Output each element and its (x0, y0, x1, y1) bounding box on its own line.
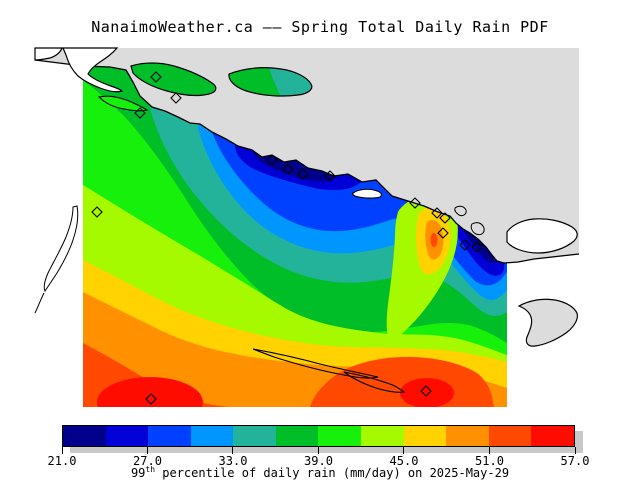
colorbar-segment-10 (488, 426, 532, 446)
colorbar-tick (232, 447, 234, 454)
colorbar-tick (318, 447, 319, 454)
caption-text: percentile of daily rain (mm/day) on 202… (155, 466, 510, 480)
water-strait-of-georgia (35, 48, 579, 263)
parksville-lagoon (352, 188, 382, 199)
colorbar-segment-5 (275, 426, 319, 446)
colorbar-ticks (61, 447, 576, 455)
caption-superscript: th (145, 465, 156, 474)
lasqueti-island (506, 218, 578, 254)
colorbar-segment-11 (531, 426, 574, 446)
colorbar-tick-label: 57.0 (560, 454, 590, 468)
station-marker-diamond (437, 227, 449, 239)
colorbar-segment-7 (361, 426, 404, 446)
coastal-spit (97, 95, 149, 112)
colorbar-tick (489, 447, 490, 454)
colorbar-tick (61, 447, 63, 454)
colorbar-segment-3 (190, 426, 234, 446)
station-marker-diamond (150, 71, 162, 83)
colorbar-segment-2 (148, 426, 191, 446)
denman-island (130, 62, 217, 97)
protection-island-outline (470, 222, 485, 236)
inland-lake-outline (43, 205, 79, 292)
gabriola-island-outline (252, 348, 379, 379)
valdes-island-outline (343, 371, 406, 393)
colorbar-tick-label: 45.0 (389, 454, 419, 468)
plot-title: NanaimoWeather.ca —— Spring Total Daily … (91, 18, 549, 36)
hornby-island-teal-zone (269, 68, 312, 96)
colorbar-caption: 99th percentile of daily rain (mm/day) o… (0, 466, 640, 480)
colorbar (62, 425, 575, 447)
caption-value: 99 (130, 466, 146, 480)
station-marker-diamond (91, 206, 103, 218)
station-marker-diamond (324, 170, 336, 182)
colorbar-tick-label: 27.0 (133, 454, 162, 468)
colorbar-tick-label: 21.0 (47, 454, 77, 468)
colorbar-segment-8 (403, 426, 447, 446)
station-marker-diamond (297, 168, 309, 180)
colorbar-tick-labels: 21.0 27.0 33.0 39.0 45.0 51.0 57.0 (48, 454, 590, 468)
colorbar-segment-0 (63, 426, 106, 446)
land-top-left-corner (34, 47, 63, 61)
nanaimo-hotspot-core (430, 233, 438, 247)
newcastle-island-outline (454, 205, 467, 217)
colorbar-tick (403, 447, 405, 454)
gulf-islands-channel (517, 298, 579, 347)
colorbar-tick-label: 33.0 (218, 454, 248, 468)
comox-peninsula (62, 47, 124, 93)
river-line (34, 292, 45, 314)
colorbar-tick (146, 447, 148, 454)
station-markers (91, 71, 483, 405)
station-marker-diamond (134, 107, 146, 119)
colorbar-tick-label: 39.0 (304, 454, 333, 468)
station-marker-diamond (282, 163, 294, 175)
station-marker-diamond (266, 154, 278, 166)
colorbar-segment-4 (233, 426, 276, 446)
station-marker-diamond (170, 92, 182, 104)
contour-band-54-57-southwest (97, 377, 203, 407)
station-marker-diamond (145, 393, 157, 405)
colorbar-segment-6 (318, 426, 362, 446)
colorbar-tick-label: 51.0 (475, 454, 504, 468)
colorbar-segment-9 (446, 426, 489, 446)
colorbar-tick (574, 447, 576, 454)
station-marker-diamond (409, 197, 421, 209)
station-marker-diamond (439, 212, 451, 224)
station-marker-diamond (420, 385, 432, 397)
station-marker-diamond (471, 241, 483, 253)
colorbar-segment-1 (105, 426, 149, 446)
contour-band-54-57-southeast (400, 378, 454, 407)
hornby-island-outline (228, 67, 313, 97)
station-marker-diamond (431, 207, 443, 219)
station-marker-diamond (459, 239, 471, 251)
